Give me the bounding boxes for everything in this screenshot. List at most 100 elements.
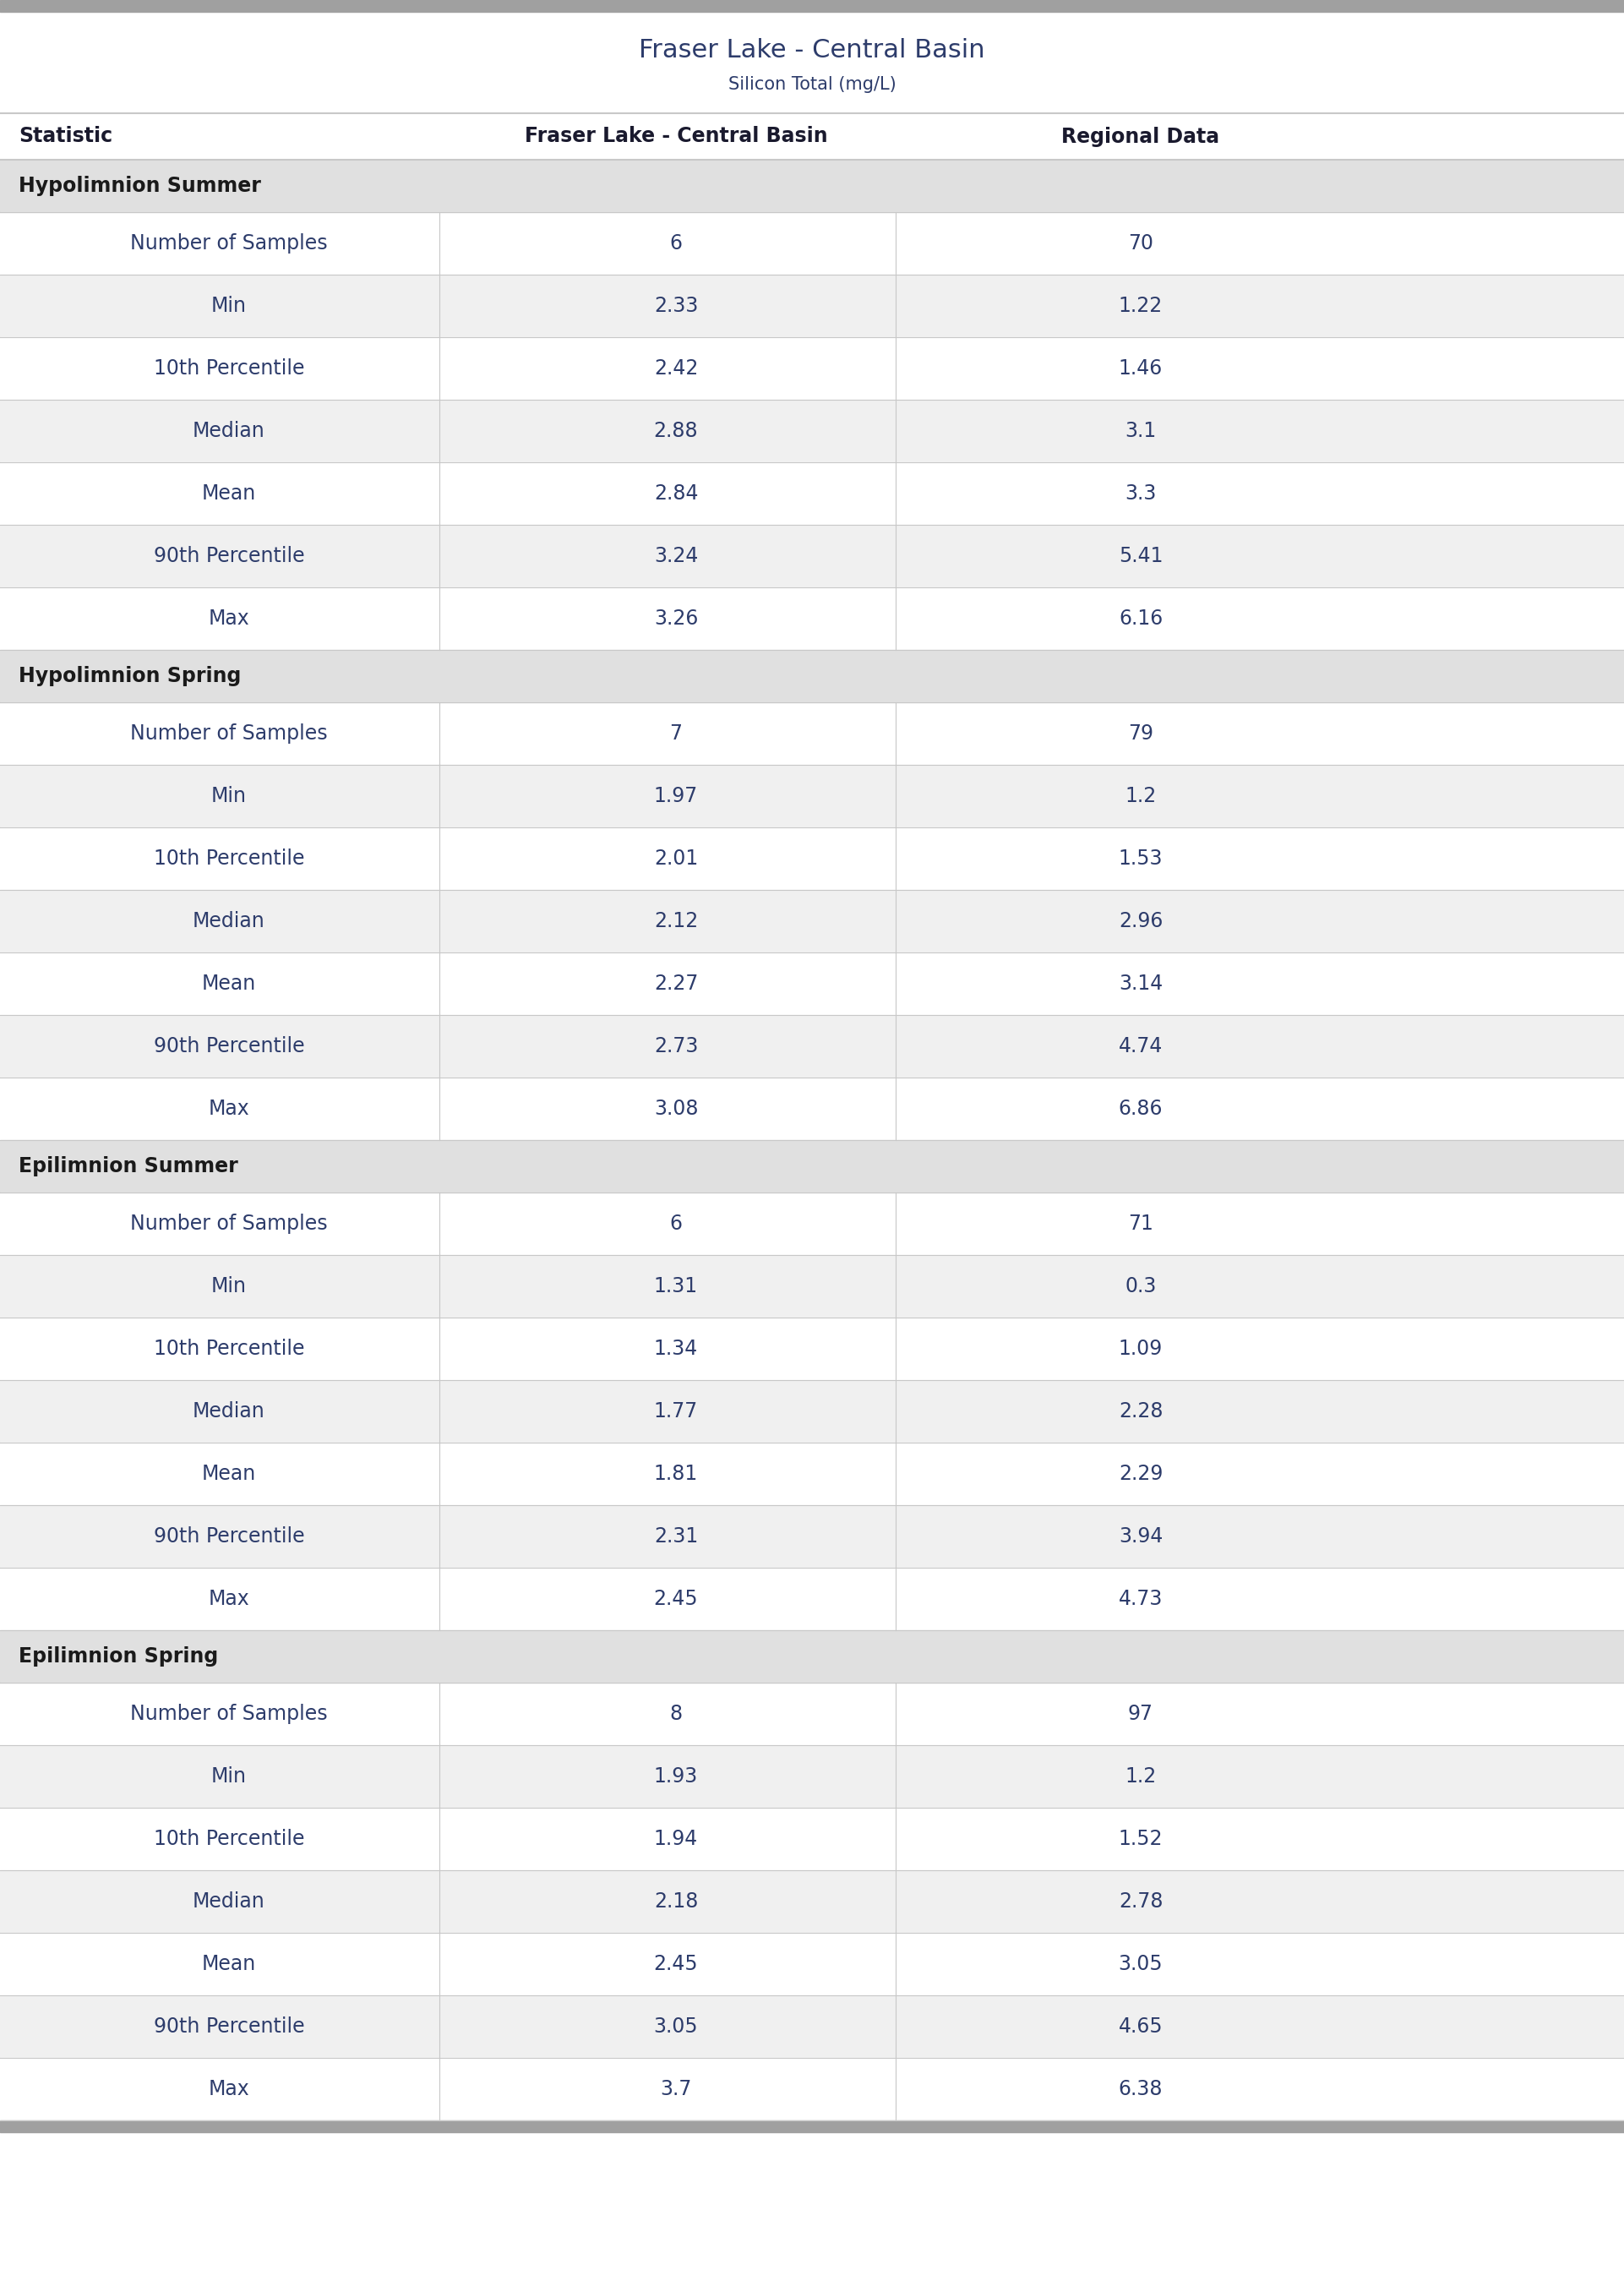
Bar xyxy=(0,1932,1624,1995)
Text: 2.73: 2.73 xyxy=(654,1035,698,1056)
Bar xyxy=(0,765,1624,826)
Text: 90th Percentile: 90th Percentile xyxy=(154,1525,304,1546)
Text: 2.45: 2.45 xyxy=(654,1954,698,1975)
Text: Min: Min xyxy=(211,1766,247,1786)
Bar xyxy=(0,114,1624,159)
Text: Max: Max xyxy=(208,2079,250,2100)
Text: Number of Samples: Number of Samples xyxy=(130,1705,328,1723)
Text: Silicon Total (mg/L): Silicon Total (mg/L) xyxy=(728,77,896,93)
Text: Mean: Mean xyxy=(201,974,257,994)
Text: 3.3: 3.3 xyxy=(1125,484,1156,504)
Text: 10th Percentile: 10th Percentile xyxy=(154,1339,304,1360)
Bar xyxy=(0,2059,1624,2120)
Text: 1.09: 1.09 xyxy=(1119,1339,1163,1360)
Text: Regional Data: Regional Data xyxy=(1062,127,1220,148)
Bar xyxy=(0,2120,1624,2132)
Text: Mean: Mean xyxy=(201,1954,257,1975)
Text: 10th Percentile: 10th Percentile xyxy=(154,1830,304,1850)
Text: 1.2: 1.2 xyxy=(1125,1766,1156,1786)
Text: Number of Samples: Number of Samples xyxy=(130,234,328,254)
Text: Hypolimnion Spring: Hypolimnion Spring xyxy=(18,665,240,686)
Text: 2.84: 2.84 xyxy=(654,484,698,504)
Bar xyxy=(0,1630,1624,1682)
Text: 90th Percentile: 90th Percentile xyxy=(154,2016,304,2036)
Text: Epilimnion Summer: Epilimnion Summer xyxy=(18,1155,239,1176)
Text: 6.16: 6.16 xyxy=(1119,608,1163,629)
Text: 6.86: 6.86 xyxy=(1119,1099,1163,1119)
Text: 2.42: 2.42 xyxy=(654,359,698,379)
Text: 2.29: 2.29 xyxy=(1119,1464,1163,1485)
Bar xyxy=(0,953,1624,1015)
Text: 2.78: 2.78 xyxy=(1119,1891,1163,1911)
Text: Median: Median xyxy=(193,910,265,931)
Text: 71: 71 xyxy=(1129,1214,1153,1235)
Text: 6: 6 xyxy=(669,234,682,254)
Text: 1.94: 1.94 xyxy=(654,1830,698,1850)
Bar xyxy=(0,0,1624,11)
Bar xyxy=(0,159,1624,211)
Bar xyxy=(0,1746,1624,1807)
Bar xyxy=(0,463,1624,524)
Text: Median: Median xyxy=(193,420,265,440)
Text: Median: Median xyxy=(193,1891,265,1911)
Bar xyxy=(0,1380,1624,1444)
Text: 4.73: 4.73 xyxy=(1119,1589,1163,1609)
Text: 97: 97 xyxy=(1129,1705,1153,1723)
Text: 2.88: 2.88 xyxy=(654,420,698,440)
Text: 8: 8 xyxy=(669,1705,682,1723)
Text: 3.05: 3.05 xyxy=(1119,1954,1163,1975)
Text: 90th Percentile: 90th Percentile xyxy=(154,547,304,565)
Text: Number of Samples: Number of Samples xyxy=(130,724,328,745)
Text: Mean: Mean xyxy=(201,484,257,504)
Text: Min: Min xyxy=(211,1276,247,1296)
Text: 1.31: 1.31 xyxy=(654,1276,698,1296)
Text: 3.24: 3.24 xyxy=(654,547,698,565)
Bar xyxy=(0,701,1624,765)
Text: Statistic: Statistic xyxy=(18,127,112,148)
Bar xyxy=(0,338,1624,400)
Bar xyxy=(0,1140,1624,1192)
Text: 1.2: 1.2 xyxy=(1125,785,1156,806)
Bar xyxy=(0,649,1624,701)
Bar xyxy=(0,275,1624,338)
Bar xyxy=(0,1870,1624,1932)
Text: 1.46: 1.46 xyxy=(1119,359,1163,379)
Text: 1.81: 1.81 xyxy=(654,1464,698,1485)
Text: 1.53: 1.53 xyxy=(1119,849,1163,869)
Text: 10th Percentile: 10th Percentile xyxy=(154,849,304,869)
Text: 4.74: 4.74 xyxy=(1119,1035,1163,1056)
Text: 2.01: 2.01 xyxy=(654,849,698,869)
Bar xyxy=(0,1078,1624,1140)
Text: 3.26: 3.26 xyxy=(654,608,698,629)
Text: 3.1: 3.1 xyxy=(1125,420,1156,440)
Text: 5.41: 5.41 xyxy=(1119,547,1163,565)
Bar xyxy=(0,524,1624,588)
Bar xyxy=(0,211,1624,275)
Text: 1.34: 1.34 xyxy=(654,1339,698,1360)
Bar xyxy=(0,11,1624,114)
Text: 6.38: 6.38 xyxy=(1119,2079,1163,2100)
Text: 2.28: 2.28 xyxy=(1119,1401,1163,1421)
Text: 3.94: 3.94 xyxy=(1119,1525,1163,1546)
Bar xyxy=(0,1015,1624,1078)
Text: Number of Samples: Number of Samples xyxy=(130,1214,328,1235)
Text: Epilimnion Spring: Epilimnion Spring xyxy=(18,1646,218,1666)
Text: 70: 70 xyxy=(1129,234,1153,254)
Bar xyxy=(0,1995,1624,2059)
Text: 2.18: 2.18 xyxy=(654,1891,698,1911)
Text: 10th Percentile: 10th Percentile xyxy=(154,359,304,379)
Text: 3.7: 3.7 xyxy=(661,2079,692,2100)
Text: 90th Percentile: 90th Percentile xyxy=(154,1035,304,1056)
Bar xyxy=(0,1807,1624,1870)
Bar xyxy=(0,1255,1624,1317)
Text: Min: Min xyxy=(211,295,247,316)
Bar xyxy=(0,1317,1624,1380)
Text: 6: 6 xyxy=(669,1214,682,1235)
Text: Min: Min xyxy=(211,785,247,806)
Text: Fraser Lake - Central Basin: Fraser Lake - Central Basin xyxy=(525,127,828,148)
Text: 2.96: 2.96 xyxy=(1119,910,1163,931)
Text: Hypolimnion Summer: Hypolimnion Summer xyxy=(18,175,261,195)
Text: 2.33: 2.33 xyxy=(654,295,698,316)
Text: 1.77: 1.77 xyxy=(654,1401,698,1421)
Text: 0.3: 0.3 xyxy=(1125,1276,1156,1296)
